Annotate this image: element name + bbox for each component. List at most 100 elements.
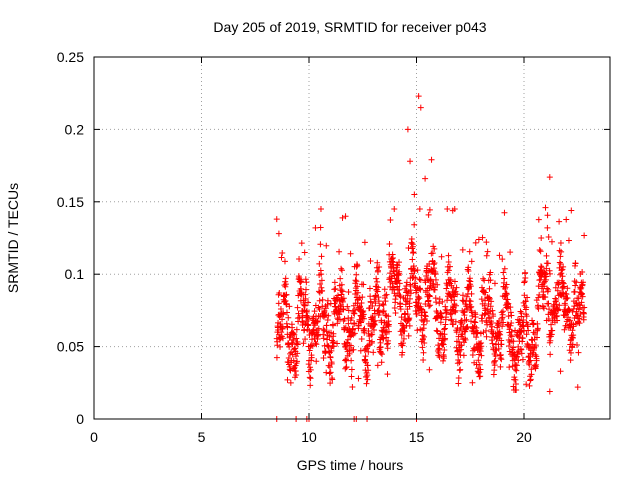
data-point-key — [312, 224, 319, 231]
data-point — [536, 291, 543, 298]
data-point — [455, 338, 462, 345]
data-point — [384, 371, 391, 378]
data-point — [419, 344, 426, 351]
data-point — [403, 289, 410, 296]
data-point — [553, 297, 560, 304]
data-point — [277, 343, 284, 350]
data-point-key — [542, 204, 549, 211]
data-point — [569, 341, 576, 348]
data-point — [448, 316, 455, 323]
data-point — [316, 260, 323, 267]
data-point — [291, 331, 298, 338]
data-point — [433, 299, 440, 306]
data-point-key — [574, 384, 581, 391]
data-point — [331, 286, 338, 293]
data-point — [564, 295, 571, 302]
data-point — [510, 338, 517, 345]
y-tick-label: 0.15 — [57, 194, 84, 210]
data-point — [276, 289, 283, 296]
data-point — [348, 314, 355, 321]
data-point — [338, 265, 345, 272]
data-point — [330, 330, 337, 337]
data-point — [497, 363, 504, 370]
data-point — [319, 296, 326, 303]
data-point — [376, 263, 383, 270]
data-point — [487, 277, 494, 284]
data-point-key — [284, 376, 291, 383]
data-point — [523, 313, 530, 320]
data-point — [501, 265, 508, 272]
data-point — [426, 206, 433, 213]
data-point-key — [546, 388, 553, 395]
data-point — [370, 349, 377, 356]
data-point — [546, 306, 553, 313]
data-point — [521, 279, 528, 286]
data-point — [569, 327, 576, 334]
data-point — [542, 294, 549, 301]
data-point — [441, 347, 448, 354]
data-point — [332, 285, 339, 292]
data-point — [506, 342, 513, 349]
data-point — [432, 270, 439, 277]
data-point — [527, 357, 534, 364]
data-point — [451, 206, 458, 213]
data-point — [306, 374, 313, 381]
data-point — [364, 345, 371, 352]
data-point — [380, 324, 387, 331]
data-point — [310, 313, 317, 320]
data-point — [406, 295, 413, 302]
data-point — [478, 315, 485, 322]
data-point — [320, 326, 327, 333]
data-point — [431, 259, 438, 266]
data-point — [535, 294, 542, 301]
data-point — [535, 305, 542, 312]
data-point — [277, 306, 284, 313]
data-point — [565, 237, 572, 244]
data-point — [479, 234, 486, 241]
data-point — [486, 285, 493, 292]
data-point — [456, 367, 463, 374]
data-point — [279, 316, 286, 323]
data-point — [567, 357, 574, 364]
data-point-key — [301, 249, 308, 256]
data-point — [318, 253, 325, 260]
data-point — [486, 295, 493, 302]
data-point — [396, 280, 403, 287]
data-point — [511, 374, 518, 381]
data-point — [484, 248, 491, 255]
data-point — [317, 241, 324, 248]
data-point — [467, 298, 474, 305]
data-point — [557, 240, 564, 247]
x-tick-label: 10 — [301, 429, 317, 445]
data-point — [465, 267, 472, 274]
data-point — [338, 267, 345, 274]
data-point — [452, 309, 459, 316]
data-point — [425, 297, 432, 304]
data-point — [309, 342, 316, 349]
data-point — [503, 291, 510, 298]
data-point — [521, 278, 528, 285]
data-point — [385, 328, 392, 335]
data-point — [497, 351, 504, 358]
data-point — [279, 250, 286, 257]
data-point — [579, 269, 586, 276]
data-point — [416, 276, 423, 283]
data-point — [362, 353, 369, 360]
data-point — [507, 304, 514, 311]
data-point — [409, 256, 416, 263]
data-point — [350, 310, 357, 317]
data-point — [515, 357, 522, 364]
data-point — [576, 306, 583, 313]
data-point-key — [275, 230, 282, 237]
data-point — [317, 224, 324, 231]
data-point — [420, 321, 427, 328]
x-axis-label: GPS time / hours — [297, 457, 404, 473]
data-point — [545, 300, 552, 307]
data-point — [305, 316, 312, 323]
data-point — [452, 318, 459, 325]
data-point — [454, 291, 461, 298]
data-point — [488, 298, 495, 305]
data-point — [497, 331, 504, 338]
data-point — [413, 310, 420, 317]
data-point — [322, 305, 329, 312]
